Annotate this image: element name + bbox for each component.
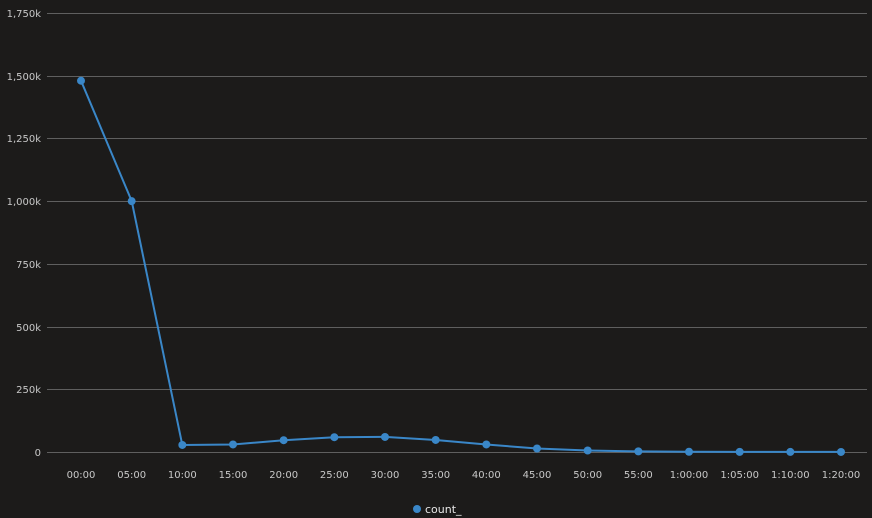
y-tick-label: 250k	[16, 385, 41, 396]
x-tick-label: 1:00:00	[670, 470, 709, 481]
x-tick-label: 1:10:00	[771, 470, 810, 481]
x-tick-label: 40:00	[472, 470, 501, 481]
legend-item[interactable]: count_	[413, 503, 462, 516]
y-tick-label: 500k	[16, 323, 41, 334]
x-tick-label: 50:00	[573, 470, 602, 481]
x-tick-label: 25:00	[320, 470, 349, 481]
data-point[interactable]	[583, 446, 592, 455]
data-point[interactable]	[431, 435, 440, 444]
x-tick-label: 45:00	[523, 470, 552, 481]
x-tick-label: 20:00	[269, 470, 298, 481]
x-tick-label: 15:00	[219, 470, 248, 481]
y-axis: 0 250k 500k 750k 1,000k 1,250k 1,500k 1,750k	[7, 9, 42, 459]
x-tick-label: 35:00	[421, 470, 450, 481]
data-point[interactable]	[786, 447, 795, 456]
legend-marker-icon	[413, 505, 421, 513]
data-point[interactable]	[178, 440, 187, 449]
y-gridlines	[47, 13, 867, 453]
y-tick-label: 0	[35, 448, 41, 459]
data-point[interactable]	[279, 436, 288, 445]
x-tick-label: 55:00	[624, 470, 653, 481]
data-point[interactable]	[381, 432, 389, 441]
y-tick-label: 1,500k	[7, 72, 42, 83]
data-point[interactable]	[482, 440, 491, 449]
data-point[interactable]	[330, 433, 339, 442]
data-point[interactable]	[634, 447, 643, 456]
data-point[interactable]	[127, 197, 136, 206]
x-tick-label: 10:00	[168, 470, 197, 481]
x-tick-label: 1:20:00	[822, 470, 861, 481]
y-tick-label: 1,000k	[7, 197, 42, 208]
x-tick-label: 05:00	[117, 470, 146, 481]
y-tick-label: 1,250k	[7, 134, 42, 145]
y-tick-label: 1,750k	[7, 9, 42, 20]
series-layer	[77, 76, 845, 456]
y-tick-label: 750k	[16, 260, 41, 271]
series-line	[80, 80, 841, 453]
data-point[interactable]	[735, 447, 744, 456]
x-axis: 00:00 05:00 10:00 15:00 20:00 25:00 30:00 35:00…	[67, 470, 861, 481]
x-tick-label: 30:00	[371, 470, 400, 481]
legend[interactable]: count_	[413, 503, 462, 516]
data-point[interactable]	[837, 447, 845, 456]
data-point[interactable]	[229, 440, 237, 449]
data-point[interactable]	[533, 444, 541, 453]
legend-label: count_	[425, 503, 462, 516]
data-point[interactable]	[685, 447, 693, 456]
data-point[interactable]	[77, 76, 85, 85]
x-tick-label: 00:00	[67, 470, 96, 481]
x-tick-label: 1:05:00	[720, 470, 759, 481]
